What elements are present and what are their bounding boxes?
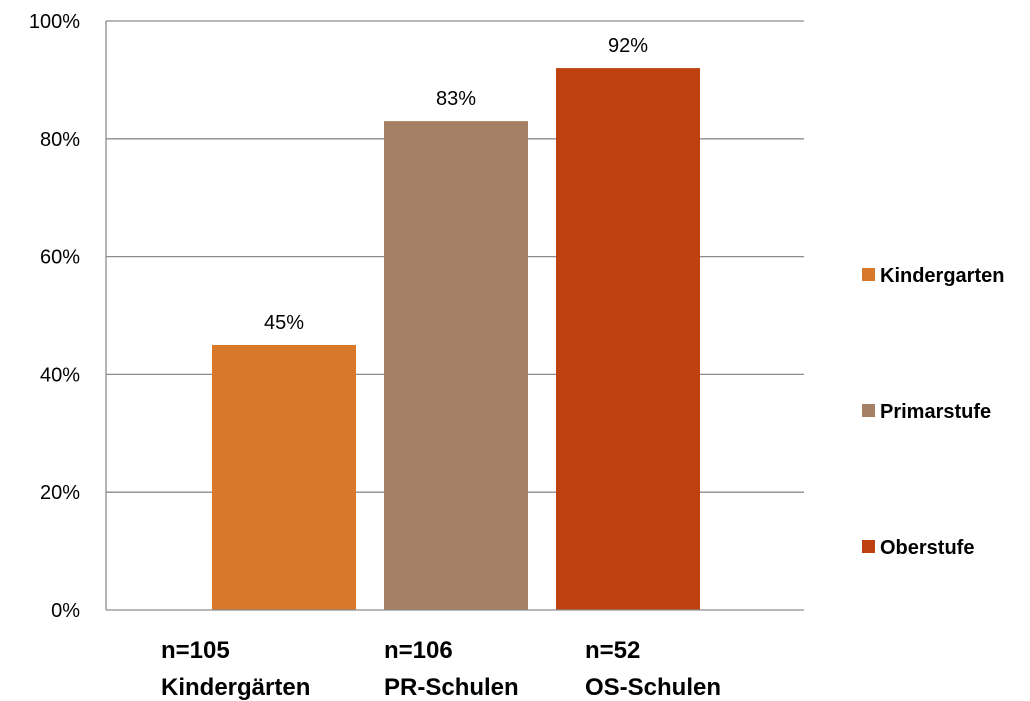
y-tick-label: 20%	[40, 482, 80, 504]
legend-swatch	[862, 540, 875, 553]
legend-label: Primarstufe	[880, 401, 991, 423]
y-tick-label: 0%	[51, 600, 80, 622]
x-category-label: PR-Schulen	[384, 674, 519, 701]
y-tick-label: 40%	[40, 364, 80, 386]
legend-swatch	[862, 404, 875, 417]
data-label: 92%	[608, 35, 648, 57]
legend-label: Kindergarten	[880, 265, 1004, 287]
bar-kindergarten	[212, 344, 356, 610]
legend: Kindergarten Primarstufe Oberstufe	[862, 265, 1004, 559]
x-category-label: n=105	[161, 637, 230, 664]
y-tick-label: 60%	[40, 247, 80, 269]
legend-swatch	[862, 268, 875, 281]
x-category-label: n=52	[585, 637, 640, 664]
x-category-label: Kindergärten	[161, 674, 310, 701]
x-category-label: n=106	[384, 637, 453, 664]
x-category-label: OS-Schulen	[585, 674, 721, 701]
y-axis: 0% 20% 40% 60% 80% 100%	[29, 11, 107, 622]
legend-label: Oberstufe	[880, 537, 974, 559]
bar-primarstufe	[384, 121, 528, 610]
x-axis: n=105 Kindergärten n=106 PR-Schulen n=52 OS-S…	[106, 609, 804, 701]
data-label: 83%	[436, 88, 476, 110]
bar-oberstufe	[556, 68, 700, 611]
y-tick-label: 80%	[40, 129, 80, 151]
data-label: 45%	[264, 312, 304, 334]
bars: 45% 83% 92%	[212, 35, 700, 611]
y-tick-label: 100%	[29, 11, 80, 33]
